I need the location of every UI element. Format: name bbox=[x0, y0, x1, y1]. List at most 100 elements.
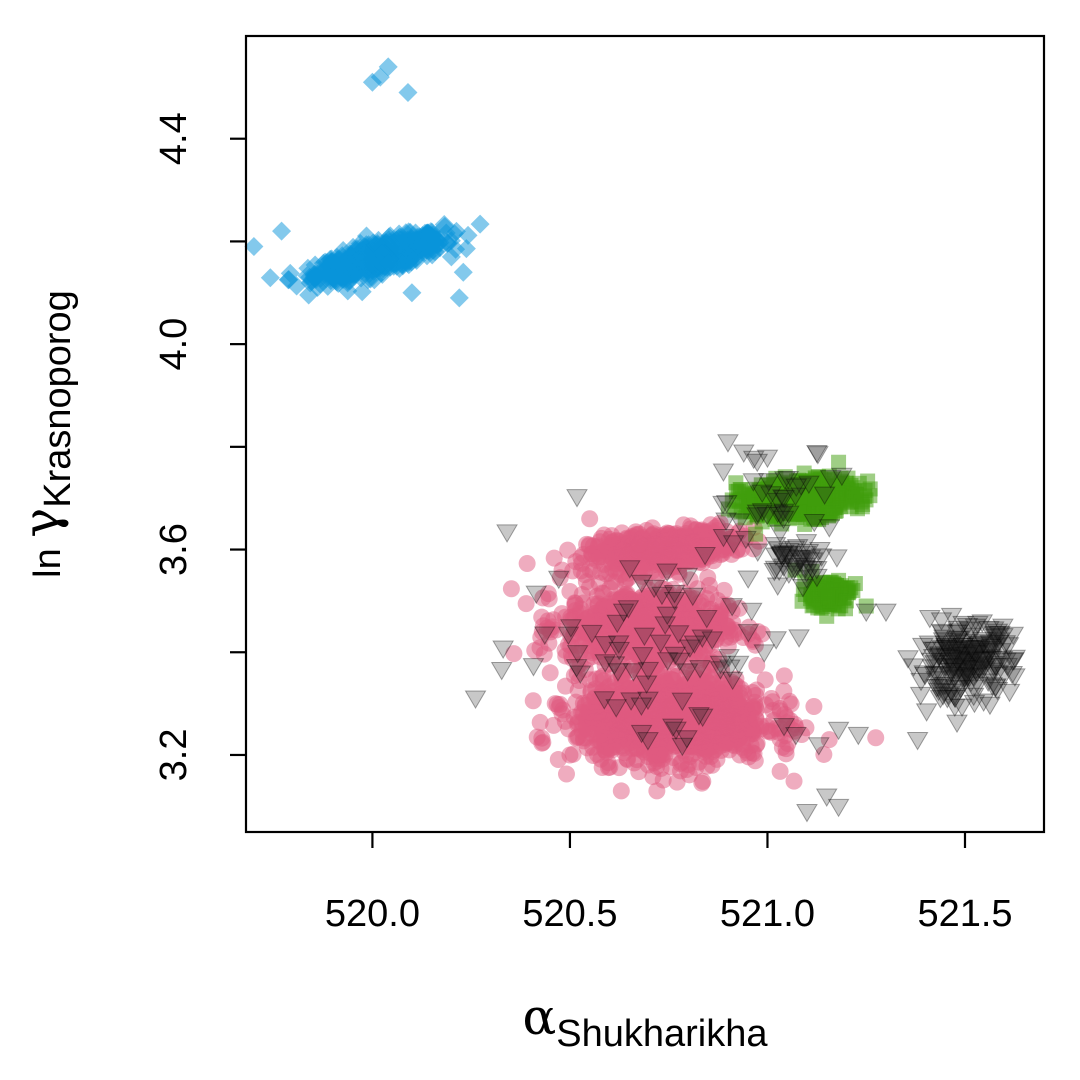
x-axis-title: αShukharikha bbox=[522, 988, 768, 1055]
x-tick-label: 521.5 bbox=[917, 893, 1012, 935]
data-point-square bbox=[819, 608, 835, 624]
data-point-diamond bbox=[320, 252, 340, 272]
data-point-circle bbox=[723, 545, 741, 563]
data-point-triangle-down bbox=[875, 603, 897, 623]
data-point-circle bbox=[505, 645, 523, 663]
data-point-square bbox=[838, 593, 854, 609]
data-point-diamond bbox=[299, 285, 319, 305]
x-axis-symbol: α bbox=[522, 988, 556, 1046]
y-axis-title: ln γKrasnoporog bbox=[12, 290, 79, 578]
data-point-diamond bbox=[378, 253, 398, 273]
data-point-diamond bbox=[364, 270, 384, 290]
y-tick-label: 3.2 bbox=[153, 729, 195, 782]
data-point-circle bbox=[540, 590, 558, 608]
data-point-circle bbox=[762, 689, 780, 707]
data-point-circle bbox=[678, 528, 696, 546]
data-point-square bbox=[824, 505, 840, 521]
data-point-circle bbox=[722, 529, 740, 547]
data-point-circle bbox=[593, 758, 611, 776]
data-point-circle bbox=[700, 533, 718, 551]
y-tick-label: 4.4 bbox=[153, 112, 195, 165]
data-point-diamond bbox=[456, 239, 476, 259]
data-point-circle bbox=[561, 746, 579, 764]
data-point-circle bbox=[670, 541, 688, 559]
x-axis: 520.0 520.5 521.0 521.5 bbox=[325, 832, 1013, 935]
data-point-circle bbox=[518, 555, 536, 573]
data-point-diamond bbox=[356, 245, 376, 265]
data-point-circle bbox=[731, 746, 749, 764]
data-point-diamond bbox=[278, 270, 298, 290]
data-point-circle bbox=[647, 535, 665, 553]
data-point-triangle-down bbox=[464, 690, 487, 709]
data-point-circle bbox=[502, 580, 520, 598]
data-point-circle bbox=[714, 711, 732, 729]
data-point-circle bbox=[612, 782, 630, 800]
data-point-circle bbox=[553, 705, 571, 723]
data-point-triangle-down bbox=[737, 570, 760, 589]
data-point-circle bbox=[726, 684, 744, 702]
data-point-circle bbox=[613, 524, 631, 542]
data-point-circle bbox=[648, 782, 666, 800]
data-point-circle bbox=[746, 752, 764, 770]
data-point-triangle-down bbox=[717, 434, 739, 453]
data-point-circle bbox=[644, 768, 662, 786]
y-axis-symbol: γ bbox=[12, 508, 70, 538]
data-point-triangle-down bbox=[766, 577, 789, 597]
data-point-circle bbox=[588, 551, 606, 569]
data-point-triangle-down bbox=[806, 446, 829, 465]
data-point-diamond bbox=[352, 282, 372, 302]
data-point-triangle-down bbox=[796, 803, 818, 823]
data-point-diamond bbox=[470, 214, 490, 234]
data-point-triangle-down bbox=[496, 524, 518, 543]
data-point-circle bbox=[670, 565, 688, 583]
data-point-square bbox=[728, 475, 744, 491]
data-point-triangle-down bbox=[788, 629, 810, 648]
data-point-triangle-down bbox=[998, 683, 1021, 703]
x-tick-label: 520.5 bbox=[522, 893, 617, 935]
data-point-circle bbox=[557, 765, 575, 783]
data-point-square bbox=[831, 572, 847, 588]
data-point-circle bbox=[607, 727, 625, 745]
data-point-circle bbox=[531, 713, 549, 731]
data-point-circle bbox=[630, 535, 648, 553]
y-tick-label: 3.6 bbox=[153, 523, 195, 576]
data-point-triangle-down bbox=[522, 658, 545, 677]
data-point-circle bbox=[567, 553, 585, 571]
data-point-circle bbox=[699, 569, 717, 587]
data-point-triangle-down bbox=[915, 703, 938, 722]
data-point-triangle-down bbox=[490, 661, 513, 681]
data-point-circle bbox=[748, 734, 766, 752]
data-point-circle bbox=[775, 667, 793, 685]
data-point-circle bbox=[556, 677, 574, 695]
data-point-diamond bbox=[398, 82, 418, 102]
data-point-triangle-down bbox=[818, 519, 841, 538]
data-point-circle bbox=[659, 527, 677, 545]
data-point-triangle-down bbox=[847, 726, 870, 746]
y-tick-label: 4.0 bbox=[153, 318, 195, 371]
data-point-circle bbox=[867, 729, 885, 747]
data-point-diamond bbox=[341, 249, 361, 269]
data-point-triangle-down bbox=[827, 798, 850, 818]
data-point-circle bbox=[703, 756, 721, 774]
data-point-diamond bbox=[302, 270, 322, 290]
y-axis: 3.2 3.6 4.0 4.4 bbox=[153, 112, 246, 781]
data-point-circle bbox=[589, 597, 607, 615]
data-point-diamond bbox=[401, 232, 421, 252]
data-point-circle bbox=[581, 510, 599, 528]
data-point-circle bbox=[583, 725, 601, 743]
data-point-diamond bbox=[272, 221, 292, 241]
data-point-circle bbox=[777, 740, 795, 758]
data-point-square bbox=[820, 589, 836, 605]
data-point-diamond bbox=[332, 269, 352, 289]
y-axis-subscript: Krasnoporog bbox=[37, 290, 79, 508]
data-point-circle bbox=[748, 681, 766, 699]
data-point-square bbox=[847, 576, 863, 592]
data-point-square bbox=[856, 488, 872, 504]
data-point-diamond bbox=[438, 233, 458, 253]
data-point-circle bbox=[785, 772, 803, 790]
data-point-diamond bbox=[370, 67, 390, 87]
data-point-triangle-down bbox=[909, 686, 932, 706]
data-point-diamond bbox=[349, 261, 369, 281]
y-axis-prefix: ln bbox=[27, 538, 69, 578]
data-point-diamond bbox=[453, 262, 473, 282]
